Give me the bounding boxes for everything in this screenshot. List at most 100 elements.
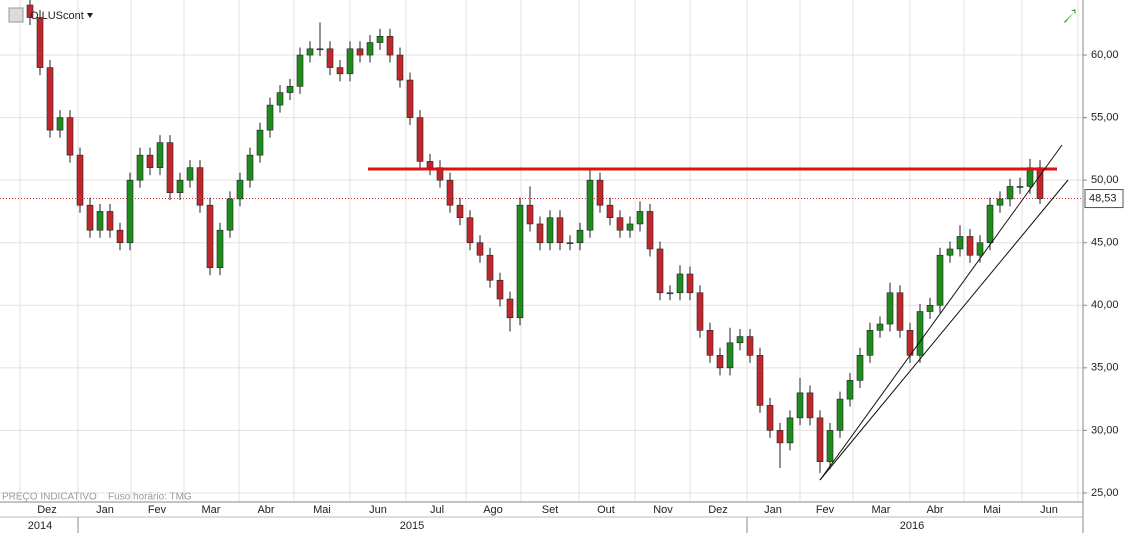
candle-body	[556, 217, 564, 244]
x-tick-label: Set	[542, 504, 559, 516]
candle-body	[286, 86, 294, 93]
candle-body	[976, 242, 984, 256]
candle-body	[366, 42, 374, 56]
candle-body	[166, 142, 174, 193]
candle-body	[456, 204, 464, 218]
candle-body	[1006, 186, 1014, 200]
candle-body	[66, 117, 74, 156]
candle-body	[716, 355, 724, 369]
y-tick-label: 45,00	[1091, 237, 1119, 249]
candle-body	[916, 311, 924, 356]
candle-body	[146, 154, 154, 168]
candle-body	[876, 323, 884, 331]
x-tick-label: Ago	[483, 504, 503, 516]
y-tick-label: 40,00	[1091, 299, 1119, 311]
x-tick-label: Fev	[148, 504, 167, 516]
candle-body	[796, 392, 804, 419]
y-axis: 25,00 30,00 35,00 40,00 45,00 50,00 55,00 60,00…	[1083, 49, 1124, 499]
candle-body	[506, 298, 514, 319]
candle-body	[386, 35, 394, 56]
candle-body	[396, 54, 404, 81]
candle-body	[306, 48, 314, 56]
candle-body	[616, 217, 624, 231]
symbol-icon[interactable]	[8, 7, 24, 23]
y-tick-label: 25,00	[1091, 487, 1119, 499]
candle-body	[236, 179, 244, 200]
candle-body	[776, 430, 784, 444]
candle-body	[516, 204, 524, 319]
candle-body	[836, 398, 844, 431]
candle-body	[106, 211, 114, 231]
candle-body	[196, 167, 204, 206]
candle-body	[996, 198, 1004, 206]
candle-body	[416, 117, 424, 162]
candle-body	[726, 342, 734, 369]
candle-body	[756, 355, 764, 406]
candle-body	[846, 380, 854, 400]
candle-body	[986, 204, 994, 244]
candle-body	[156, 142, 164, 168]
x-tick-label: Abr	[926, 504, 943, 516]
trend-line	[819, 179, 1069, 481]
candle-body	[566, 242, 574, 245]
candle-body	[296, 54, 304, 87]
candle-body	[206, 204, 214, 269]
candle-body	[1016, 186, 1024, 188]
candle-body	[606, 204, 614, 218]
candle-body	[46, 67, 54, 131]
note: PREÇO INDICATIVO	[2, 492, 97, 503]
candle-body	[926, 304, 934, 312]
candle-body	[476, 242, 484, 256]
candle-body	[466, 217, 474, 244]
candle-body	[646, 211, 654, 250]
x-tick-label: Dez	[37, 504, 57, 516]
candle-body	[576, 229, 584, 244]
y-tick-label: 60,00	[1091, 49, 1119, 61]
candle-body	[186, 167, 194, 181]
x-tick-label: Out	[597, 504, 615, 516]
year-label: 2014	[28, 520, 52, 532]
candle-body	[736, 336, 744, 344]
candle-body	[586, 179, 594, 231]
trend-icon[interactable]	[1064, 9, 1076, 23]
dropdown-arrow[interactable]	[87, 13, 93, 18]
candle-body	[746, 336, 754, 356]
candle-body	[596, 179, 604, 206]
candle-body	[766, 405, 774, 431]
candle-body	[36, 17, 44, 68]
last-price-box	[1084, 189, 1124, 209]
candle-body	[906, 329, 914, 356]
candle-body	[856, 355, 864, 381]
x-tick-label: Jul	[430, 504, 444, 516]
symbol[interactable]: OILUScont	[30, 10, 84, 22]
candle-body	[316, 48, 324, 51]
candle-body	[806, 392, 814, 419]
candle-body	[956, 236, 964, 250]
candle-body	[676, 273, 684, 294]
candle-body	[96, 211, 104, 231]
candle-body	[86, 204, 94, 231]
candle-body	[686, 273, 694, 294]
candle-body	[376, 35, 384, 43]
x-tick-label: Jan	[96, 504, 114, 516]
candle-body	[946, 248, 954, 256]
candle-body	[636, 211, 644, 225]
candle-body	[626, 223, 634, 231]
y-tick-label: 55,00	[1091, 112, 1119, 124]
candle-body	[966, 236, 974, 256]
candle-body	[706, 329, 714, 356]
y-tick-label: 50,00	[1091, 174, 1119, 186]
candle-body	[936, 254, 944, 306]
x-tick-label: Mar	[872, 504, 891, 516]
y-tick-label: 30,00	[1091, 424, 1119, 436]
candle-body	[26, 4, 34, 18]
candle-body	[326, 48, 334, 68]
x-tick-label: Mai	[313, 504, 331, 516]
candle-body	[866, 329, 874, 356]
candle-body	[536, 223, 544, 244]
candle-body	[356, 48, 364, 56]
x-tick-label: Jun	[1040, 504, 1058, 516]
candles	[26, 0, 1044, 473]
candle-body	[486, 254, 494, 281]
